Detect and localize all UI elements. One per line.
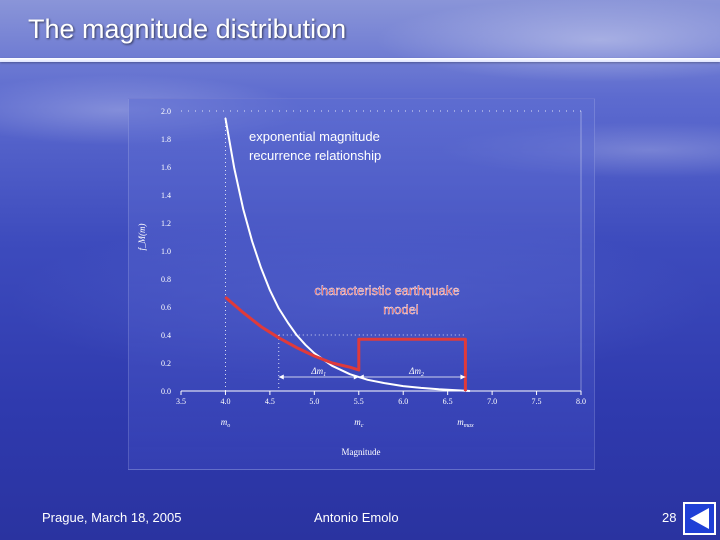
m0-label: mo: [221, 417, 231, 429]
data-point: [331, 365, 333, 367]
data-point: [349, 373, 351, 375]
data-point: [242, 208, 244, 210]
data-point: [304, 344, 307, 346]
data-point: [233, 167, 235, 169]
exponential-curve: [224, 117, 470, 392]
data-point: [438, 388, 440, 390]
x-tick-label: 5.5: [354, 397, 364, 406]
data-point: [278, 337, 280, 339]
data-point: [358, 369, 360, 371]
x-tick-label: 6.0: [398, 397, 408, 406]
x-axis-label: Magnitude: [342, 447, 381, 457]
x-tick-label: 8.0: [576, 397, 586, 406]
data-point: [313, 352, 315, 354]
y-tick-label: 2.0: [161, 107, 171, 116]
arrowhead: [358, 374, 364, 380]
data-point: [224, 296, 227, 298]
y-tick-label: 1.8: [161, 135, 171, 144]
data-point: [469, 390, 471, 392]
page-number: 28: [662, 510, 677, 525]
y-tick-label: 0.8: [161, 275, 171, 284]
delta-m2-label: Δm2: [408, 366, 424, 378]
data-point: [278, 307, 280, 309]
mmax-label: mmax: [457, 417, 474, 429]
data-point: [420, 387, 422, 389]
characteristic-annotation-line1: characteristic earthquake: [314, 283, 459, 298]
x-tick-label: 4.5: [265, 397, 275, 406]
data-point: [224, 117, 227, 119]
mc-label-subscript: c: [361, 423, 364, 429]
data-point: [242, 312, 244, 314]
y-tick-label: 1.0: [161, 247, 171, 256]
data-point: [402, 385, 404, 387]
y-tick-label: 1.6: [161, 163, 171, 172]
y-axis-label: f_M(m): [137, 224, 147, 251]
arrowhead: [460, 374, 466, 380]
data-point: [295, 334, 298, 336]
data-point: [295, 347, 298, 349]
exponential-annotation-line1: exponential magnitude: [249, 129, 380, 144]
data-point: [384, 382, 387, 384]
x-tick-label: 3.5: [176, 397, 186, 406]
exponential-annotation-line2: recurrence relationship: [249, 148, 381, 163]
y-tick-label: 0.6: [161, 303, 171, 312]
data-point: [349, 366, 351, 368]
delta-m2-label-subscript: 2: [421, 372, 424, 378]
magnitude-distribution-chart: 3.5 4.0 4.5 5.0 5.5 6.0 6.5 7.0 7.5 8.0 0.0 0.2 0.4 0…: [137, 107, 586, 457]
x-tick-label: 4.0: [220, 397, 230, 406]
left-triangle-icon: [690, 508, 709, 529]
delta-m1-label-subscript: 1: [323, 372, 326, 378]
data-point: [260, 267, 262, 269]
data-point: [358, 338, 360, 340]
arrowhead: [353, 374, 359, 380]
data-point: [260, 326, 262, 328]
title-divider: [0, 58, 720, 62]
data-point: [464, 390, 467, 392]
data-point: [464, 338, 467, 340]
data-point: [367, 379, 369, 381]
y-tick-label: 1.4: [161, 191, 171, 200]
data-point: [455, 389, 458, 391]
y-tick-label: 0.2: [161, 359, 171, 368]
y-tick-label: 0.0: [161, 387, 171, 396]
y-tick-label: 0.4: [161, 331, 171, 340]
previous-slide-button[interactable]: [683, 502, 716, 535]
x-tick-label: 5.0: [309, 397, 319, 406]
y-tick-label: 1.2: [161, 219, 171, 228]
mmax-label-subscript: max: [464, 423, 474, 429]
mc-label: mc: [354, 417, 364, 429]
data-point: [313, 355, 315, 357]
footer-author: Antonio Emolo: [314, 510, 399, 525]
x-tick-label: 6.5: [443, 397, 453, 406]
data-point: [331, 362, 333, 364]
chart-panel: 3.5 4.0 4.5 5.0 5.5 6.0 6.5 7.0 7.5 8.0 0.0 0.2 0.4 0…: [128, 98, 595, 470]
x-tick-label: 7.5: [532, 397, 542, 406]
characteristic-annotation-line2: model: [383, 302, 419, 317]
x-tick-label: 7.0: [487, 397, 497, 406]
data-point: [269, 289, 271, 291]
slide-title: The magnitude distribution: [28, 14, 347, 44]
delta-m1-label: Δm1: [310, 366, 326, 378]
footer-location-date: Prague, March 18, 2005: [42, 510, 182, 525]
data-point: [287, 321, 289, 323]
arrowhead: [278, 374, 284, 380]
m0-label-subscript: o: [227, 423, 230, 429]
characteristic-model-curve: [224, 296, 467, 391]
data-point: [251, 240, 253, 242]
